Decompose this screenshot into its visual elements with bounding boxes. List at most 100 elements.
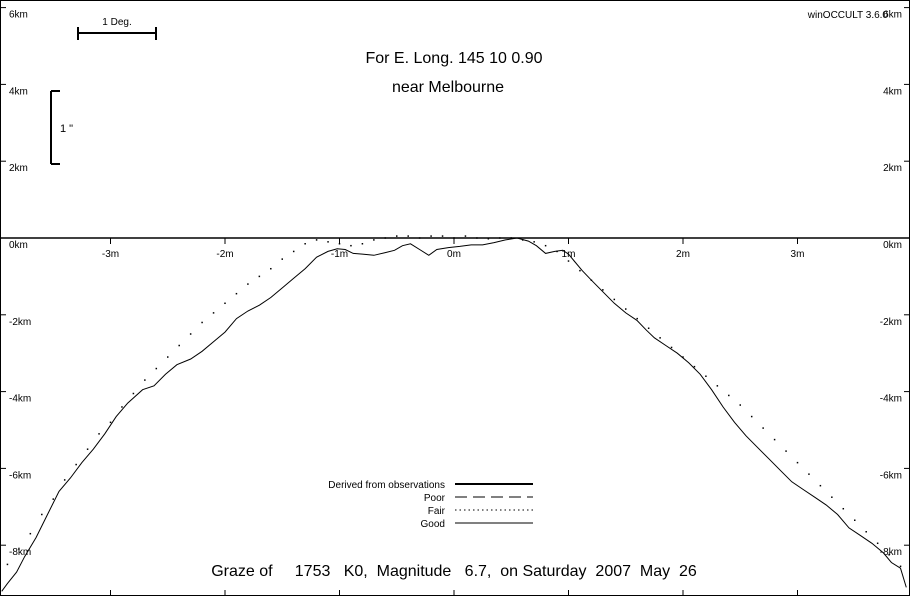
y-tick-label-right: 2km — [883, 163, 902, 174]
series-fair-points — [6, 235, 902, 568]
fair-point — [602, 289, 604, 291]
y-tick-label-left: -2km — [9, 317, 31, 328]
legend-label: Poor — [424, 493, 446, 504]
fair-point — [292, 250, 295, 253]
fair-point — [418, 237, 421, 239]
fair-point — [384, 237, 387, 239]
fair-point — [247, 283, 249, 285]
fair-point — [373, 239, 375, 241]
fair-point — [579, 269, 581, 272]
app-version-label: winOCCULT 3.6.0 — [807, 10, 889, 21]
fair-point — [212, 312, 215, 314]
fair-point — [144, 379, 146, 381]
y-tick-label-right: 6km — [883, 10, 902, 21]
fair-point — [705, 375, 707, 377]
fair-point — [533, 241, 535, 243]
degree-scale-bar: 1 Deg. — [77, 17, 157, 40]
y-tick-label-left: 4km — [9, 86, 28, 97]
fair-point — [396, 235, 398, 237]
fair-point — [796, 461, 799, 464]
fair-point — [625, 308, 627, 310]
fair-point — [888, 554, 890, 556]
fair-point — [258, 275, 261, 278]
fair-point — [18, 548, 20, 550]
legend: Derived from observations Poor Fair Good — [328, 480, 533, 530]
fair-point — [224, 302, 226, 305]
fair-point — [716, 385, 719, 387]
fair-point — [899, 565, 902, 568]
fair-point — [499, 237, 501, 239]
fair-point — [487, 238, 490, 240]
fair-point — [750, 415, 753, 418]
y-tick-label-left: 0km — [9, 240, 28, 251]
fair-point — [670, 346, 673, 349]
y-tick-label-right: -4km — [880, 394, 902, 405]
series-good-line — [1, 237, 907, 592]
fair-point — [63, 479, 66, 481]
y-tick-label-right: -8km — [880, 547, 902, 558]
x-tick-label: 2m — [676, 249, 690, 260]
series-layer — [1, 235, 907, 592]
chart-title-line1: For E. Long. 145 10 0.90 — [365, 50, 542, 67]
fair-point — [441, 235, 444, 237]
fair-point — [75, 463, 77, 466]
fair-point — [567, 260, 570, 262]
fair-point — [338, 243, 341, 245]
fair-point — [98, 433, 100, 435]
y-tick-label-right: 4km — [883, 86, 902, 97]
fair-point — [876, 542, 879, 545]
fair-point — [453, 237, 455, 239]
fair-point — [544, 244, 547, 247]
fair-point — [613, 298, 616, 301]
y-tick-label-left: 6km — [9, 10, 28, 21]
fair-point — [762, 427, 764, 429]
fair-point — [636, 317, 638, 320]
chart-title-line2: near Melbourne — [392, 79, 504, 96]
fair-point — [854, 519, 856, 521]
fair-point — [739, 404, 741, 406]
arcsec-scale-bar: 1 " — [50, 90, 73, 165]
fair-point — [785, 450, 787, 452]
y-tick-label-right: -2km — [880, 317, 902, 328]
fair-point — [304, 243, 306, 245]
fair-point — [189, 333, 192, 335]
chart-footer: Graze of 1753 K0, Magnitude 6.7, on Satu… — [211, 563, 697, 580]
fair-point — [361, 243, 364, 245]
fair-point — [590, 279, 593, 281]
fair-point — [201, 321, 203, 324]
y-tick-label-right: -6km — [880, 470, 902, 481]
legend-label: Derived from observations — [328, 480, 445, 491]
fair-point — [647, 327, 650, 329]
fair-point — [865, 531, 867, 533]
fair-point — [819, 484, 822, 487]
fair-point — [167, 356, 169, 358]
fair-point — [270, 267, 272, 270]
fair-point — [808, 473, 810, 475]
fair-point — [350, 244, 352, 247]
y-tick-label-right: 0km — [883, 240, 902, 251]
legend-label: Good — [421, 519, 445, 530]
fair-point — [831, 496, 833, 498]
fair-point — [659, 337, 661, 339]
fair-point — [521, 239, 524, 241]
x-tick-label: 0m — [447, 249, 461, 260]
fair-point — [29, 532, 32, 535]
fair-point — [281, 258, 283, 260]
y-tick-label-left: -4km — [9, 394, 31, 405]
x-tick-label: -2m — [216, 249, 233, 260]
y-tick-label-left: -8km — [9, 547, 31, 558]
fair-point — [682, 356, 684, 358]
fair-point — [52, 498, 54, 500]
fair-point — [728, 394, 730, 397]
fair-point — [109, 421, 112, 424]
x-tick-label: -1m — [331, 249, 348, 260]
fair-point — [155, 367, 158, 370]
fair-point — [407, 235, 409, 237]
fair-point — [464, 235, 467, 237]
fair-point — [132, 392, 135, 395]
fair-point — [510, 237, 512, 239]
fair-point — [41, 513, 43, 516]
fair-point — [121, 406, 123, 408]
